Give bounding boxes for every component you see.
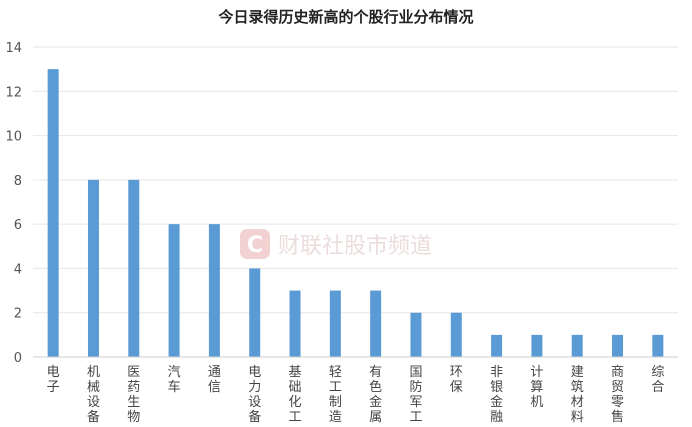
bar <box>87 179 99 357</box>
x-tick-label: 轻工制造 <box>329 365 342 425</box>
bar <box>531 334 543 357</box>
y-tick-label: 8 <box>14 174 22 189</box>
bar <box>370 290 382 357</box>
x-tick-label: 环保 <box>450 365 463 395</box>
x-tick-label: 建筑材料 <box>571 365 584 425</box>
bar <box>168 224 180 357</box>
bar <box>612 334 624 357</box>
y-tick-label: 2 <box>14 307 22 322</box>
x-tick-label: 机械设备 <box>87 365 100 425</box>
x-tick-label: 商贸零售 <box>611 365 624 425</box>
bar <box>450 312 462 357</box>
y-tick-label: 12 <box>5 85 22 100</box>
y-tick-label: 0 <box>14 351 22 366</box>
x-tick-label: 基础化工 <box>289 365 302 425</box>
bar <box>329 290 341 357</box>
bar <box>571 334 583 357</box>
x-tick-label: 医药生物 <box>127 365 140 425</box>
bar <box>652 334 664 357</box>
y-tick-label: 10 <box>5 130 22 145</box>
x-tick-label: 通信 <box>208 365 221 395</box>
bar <box>289 290 301 357</box>
y-axis-ticks: 0 2 4 6 8 10 12 14 <box>5 41 22 366</box>
bars <box>47 69 664 358</box>
x-tick-label: 国防军工 <box>409 365 422 425</box>
chart-title: 今日录得历史新高的个股行业分布情况 <box>217 8 473 26</box>
x-tick-label: 有色金属 <box>369 365 382 425</box>
y-tick-label: 6 <box>14 218 22 233</box>
watermark-text: 财联社股市频道 <box>278 234 432 259</box>
watermark-logo-letter: C <box>247 233 263 258</box>
bar <box>249 268 261 357</box>
x-tick-label: 电子 <box>47 365 60 395</box>
x-tick-label: 计算机 <box>530 365 543 410</box>
x-tick-label: 综合 <box>651 365 664 395</box>
x-tick-label: 汽车 <box>168 365 181 395</box>
bar <box>491 334 503 357</box>
watermark: C 财联社股市频道 <box>240 229 432 259</box>
x-tick-label: 电力设备 <box>248 365 261 425</box>
y-tick-label: 14 <box>5 41 22 56</box>
bar <box>208 224 220 357</box>
y-tick-label: 4 <box>14 262 22 277</box>
x-tick-label: 非银金融 <box>490 365 503 425</box>
bar <box>410 312 422 357</box>
watermark-logo-icon <box>240 229 270 259</box>
gridlines <box>33 46 678 314</box>
bar <box>128 179 140 357</box>
bar <box>47 69 59 358</box>
